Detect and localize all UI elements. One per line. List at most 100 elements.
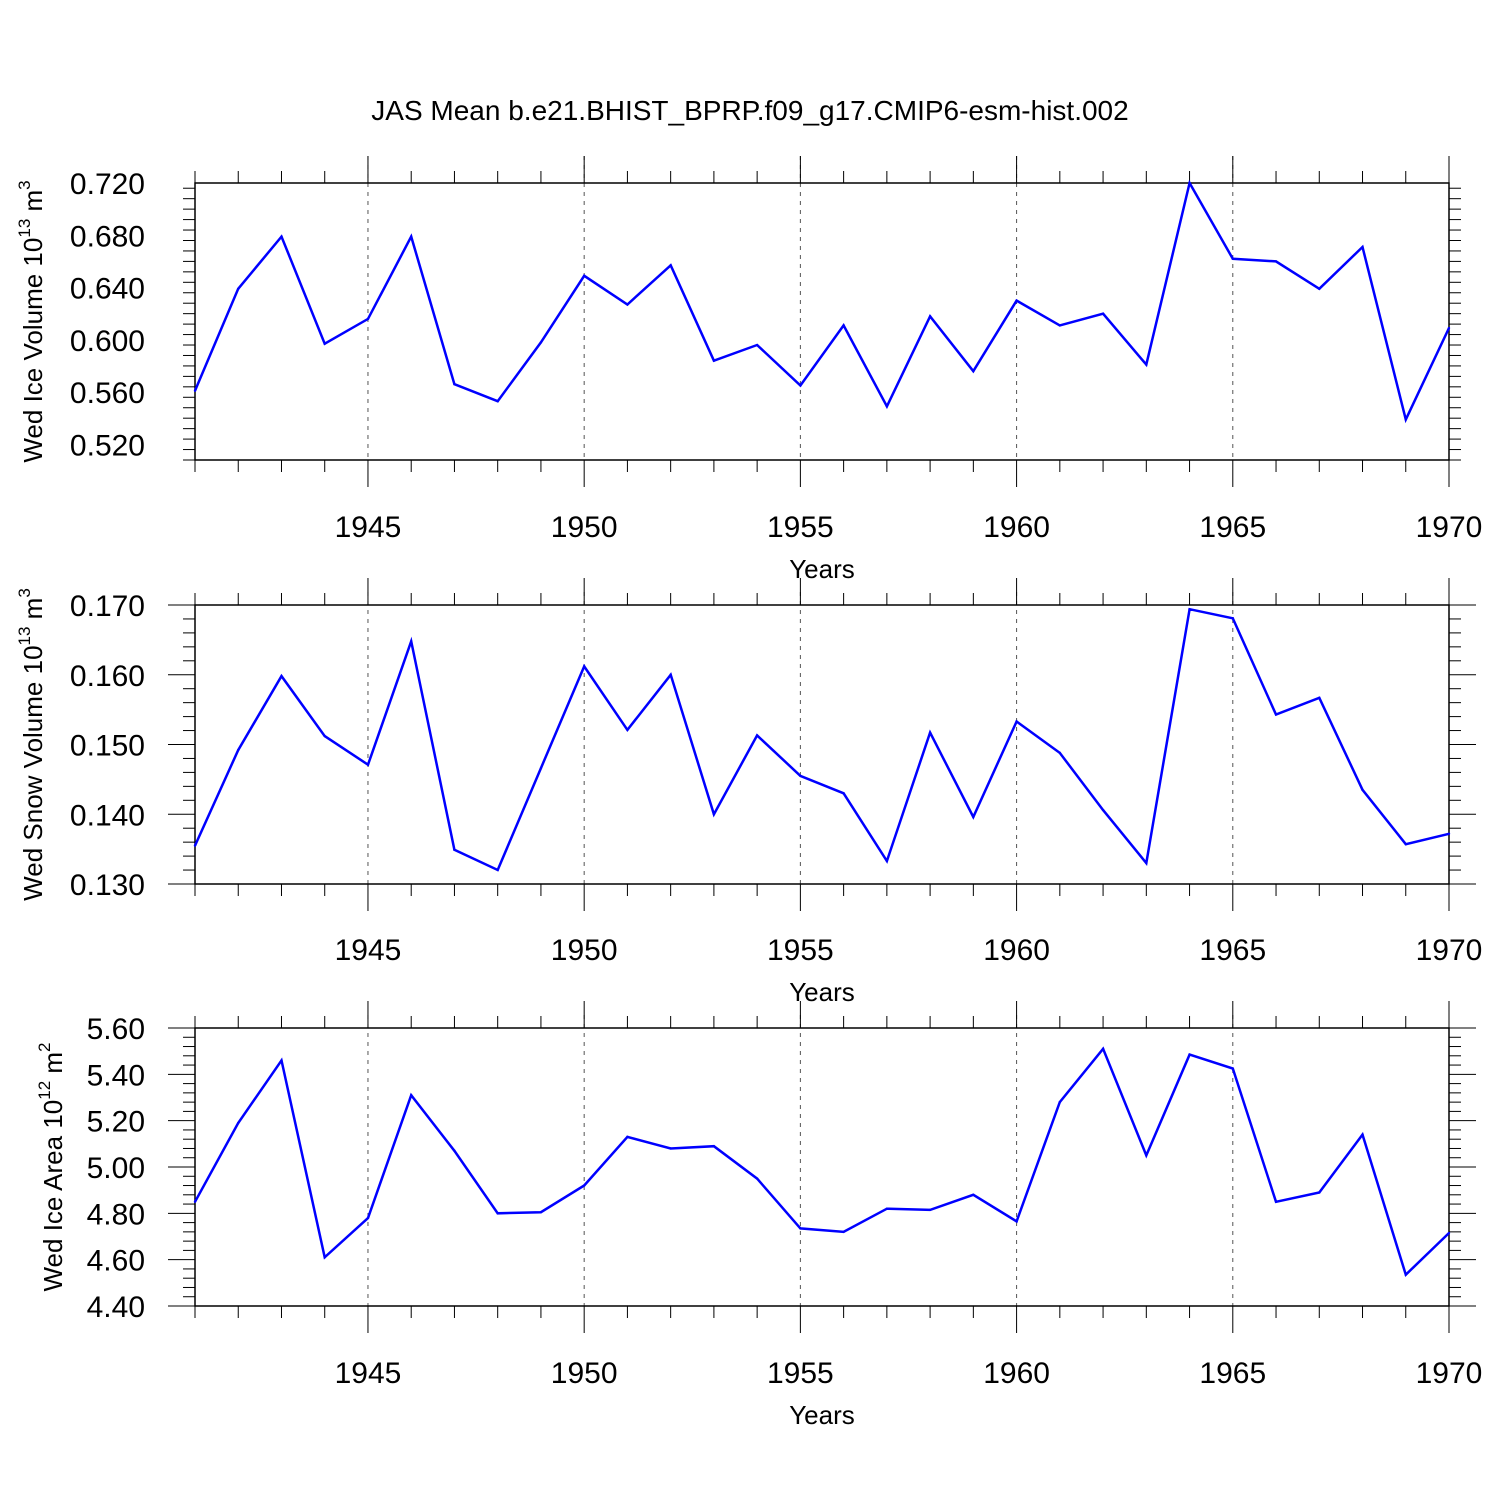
plot-frame <box>194 604 1450 885</box>
data-point <box>1447 326 1451 330</box>
data-point <box>323 1256 326 1259</box>
chart-title: JAS Mean b.e21.BHIST_BPRP.f09_g17.CMIP6-… <box>371 95 1128 126</box>
data-point <box>1318 696 1321 699</box>
data-point <box>323 342 326 345</box>
data-point <box>799 1227 802 1230</box>
y-tick-label: 4.60 <box>87 1245 145 1278</box>
data-point <box>1101 808 1105 812</box>
data-point <box>1447 1231 1451 1235</box>
data-point <box>885 1207 889 1210</box>
data-point <box>1404 1273 1407 1276</box>
x-tick-label: 1965 <box>1199 934 1266 967</box>
y-tick-label: 0.560 <box>70 377 145 410</box>
plot-frame <box>194 1027 1450 1307</box>
data-point <box>410 235 413 238</box>
x-tick-label: 1945 <box>335 1357 402 1390</box>
data-point <box>1101 312 1105 315</box>
data-point <box>669 1147 672 1150</box>
y-tick-label: 5.00 <box>87 1152 145 1185</box>
data-point <box>928 731 932 734</box>
data-point <box>1231 617 1234 620</box>
x-tick-label: 1945 <box>335 934 402 967</box>
y-axis-label-unit-exponent: 3 <box>15 180 34 189</box>
data-point <box>539 1210 543 1214</box>
data-point <box>539 341 543 344</box>
data-point <box>366 317 370 321</box>
y-tick-label: 0.600 <box>70 325 145 358</box>
series-line <box>193 179 1451 424</box>
y-axis-label-exponent: 13 <box>15 219 34 238</box>
x-tick-label: 1955 <box>767 934 834 967</box>
x-tick-label: 1960 <box>983 511 1050 544</box>
x-tick-label: 1950 <box>551 511 618 544</box>
x-axis-label: Years <box>789 1400 855 1430</box>
x-axis-label: Years <box>789 554 855 584</box>
data-point <box>280 674 283 678</box>
y-tick-label: 0.720 <box>70 168 145 201</box>
y-axis-label-exponent: 12 <box>35 1081 54 1100</box>
data-point <box>1361 245 1364 249</box>
y-tick-label: 4.40 <box>87 1291 145 1324</box>
data-point <box>626 728 629 732</box>
data-point <box>323 734 326 738</box>
data-point <box>582 1184 586 1187</box>
y-tick-label: 0.640 <box>70 273 145 306</box>
series-line <box>193 607 1450 872</box>
y-axis-label: Wed Ice Volume 1013 m3 <box>15 180 48 462</box>
data-point <box>453 1149 456 1152</box>
data-point <box>582 665 586 668</box>
data-point <box>280 1059 283 1062</box>
data-point <box>626 303 629 306</box>
y-tick-label: 5.20 <box>87 1106 145 1139</box>
data-point <box>755 343 759 347</box>
y-axis-label-unit-exponent: 2 <box>35 1042 54 1051</box>
data-point <box>1361 788 1364 792</box>
data-point <box>928 1208 932 1212</box>
data-point <box>496 1212 499 1215</box>
y-axis-label-unit: m <box>18 598 48 627</box>
x-tick-label: 1965 <box>1199 1357 1266 1390</box>
data-point <box>1274 1200 1278 1203</box>
data-point <box>1231 257 1234 260</box>
x-axis-label: Years <box>789 977 855 1007</box>
x-tick-label: 1950 <box>551 1357 618 1390</box>
data-point <box>237 748 240 752</box>
data-point <box>712 813 716 816</box>
data-point <box>193 1200 197 1203</box>
series-line <box>193 1046 1450 1278</box>
data-point <box>1274 260 1278 263</box>
y-tick-label: 0.680 <box>70 220 145 253</box>
data-point <box>1145 861 1148 865</box>
x-tick-label: 1950 <box>551 934 618 967</box>
data-point <box>972 815 975 819</box>
data-point <box>582 274 586 277</box>
data-point <box>1015 720 1018 723</box>
data-point <box>842 324 845 327</box>
data-point <box>1058 751 1062 755</box>
data-point <box>755 1177 759 1180</box>
data-point <box>1145 1154 1148 1157</box>
data-point <box>1058 324 1062 327</box>
data-point <box>280 235 283 238</box>
data-point <box>1404 843 1407 846</box>
data-point <box>1231 1067 1234 1070</box>
y-axis-label-unit-exponent: 3 <box>15 588 34 597</box>
y-axis-label-unit: m <box>38 1052 68 1081</box>
data-point <box>453 848 456 852</box>
y-axis-label-exponent: 13 <box>15 627 34 646</box>
x-tick-label: 1970 <box>1416 1357 1483 1390</box>
data-point <box>842 1230 845 1234</box>
x-tick-label: 1970 <box>1416 934 1483 967</box>
y-axis-label-prefix: Wed Ice Area 10 <box>38 1100 68 1292</box>
y-axis-label-prefix: Wed Ice Volume 10 <box>18 238 48 463</box>
x-tick-label: 1955 <box>767 1357 834 1390</box>
panel-2: 0.130 0.140 0.150 0.160 0.170 1945 1950 1955 196… <box>15 578 1482 1007</box>
y-tick-label: 0.160 <box>70 660 145 693</box>
y-axis-label: Wed Snow Volume 1013 m3 <box>15 588 48 901</box>
data-point <box>496 868 499 872</box>
data-point <box>410 640 413 643</box>
data-point <box>1404 418 1407 421</box>
data-point <box>1318 1191 1321 1194</box>
data-point <box>1188 181 1191 185</box>
